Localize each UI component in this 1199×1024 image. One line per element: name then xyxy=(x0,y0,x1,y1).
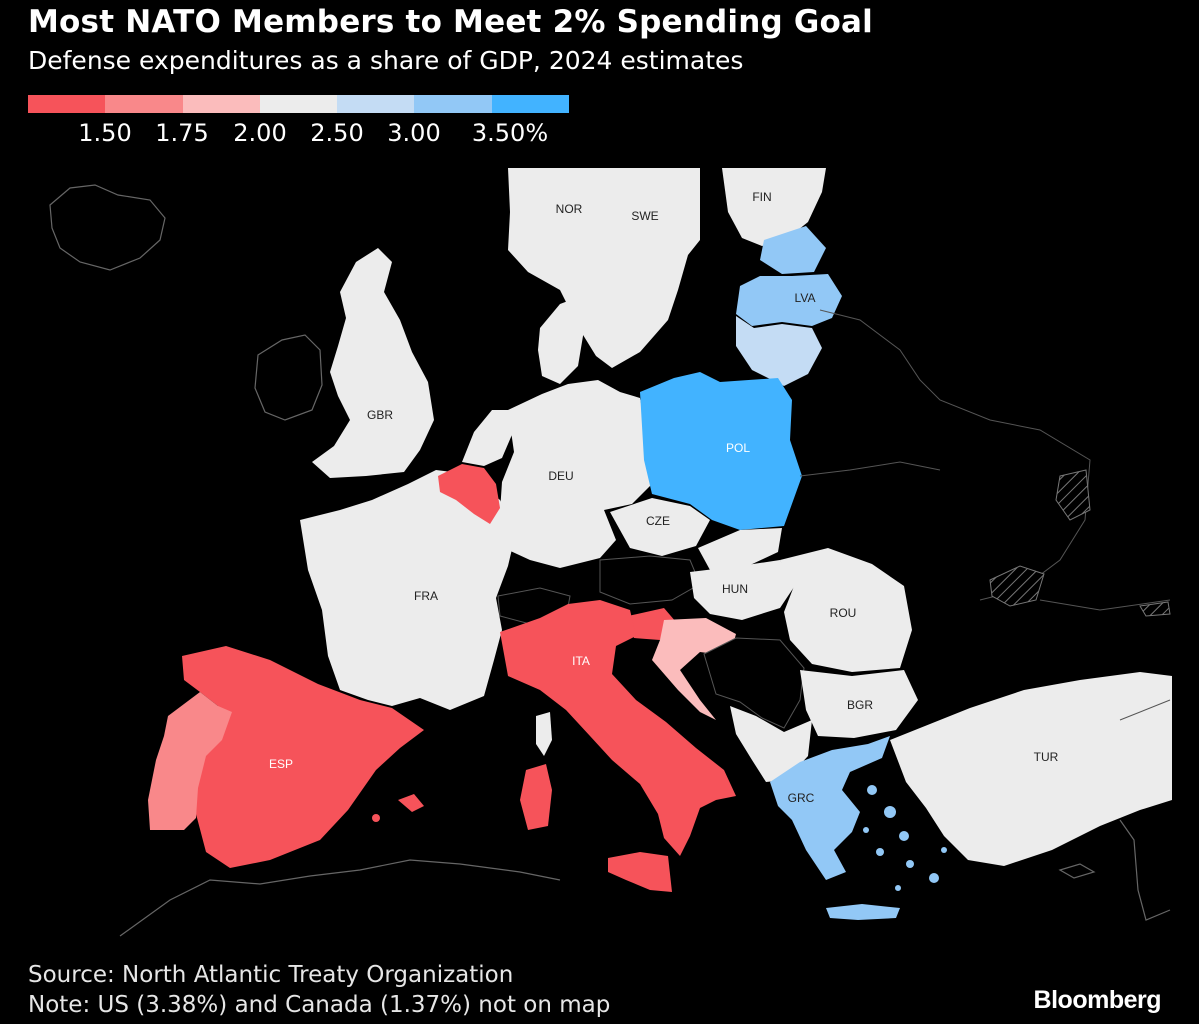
label-hun: HUN xyxy=(722,582,748,596)
country-bgr xyxy=(800,670,918,738)
country-prt xyxy=(148,692,232,830)
label-cze: CZE xyxy=(646,514,670,528)
country-cze xyxy=(610,498,710,556)
country-grc xyxy=(770,736,890,880)
country-rou xyxy=(780,548,912,672)
legend-swatch-1 xyxy=(28,95,106,113)
island-corsica xyxy=(536,712,552,756)
island-balearic xyxy=(398,794,424,812)
country-bel xyxy=(438,464,500,524)
iceland-outline xyxy=(49,184,166,271)
label-gbr: GBR xyxy=(367,408,393,422)
label-nor: NOR xyxy=(556,202,583,216)
legend-tick-6: 3.50% xyxy=(471,119,549,147)
country-hun xyxy=(690,560,796,620)
chart-title: Most NATO Members to Meet 2% Spending Go… xyxy=(28,4,873,40)
country-aut xyxy=(599,555,701,605)
legend-tick-1: 1.50 xyxy=(78,119,132,147)
europe-map: NOR SWE FIN LVA GBR POL DEU CZE FRA HUN … xyxy=(49,168,1172,937)
label-swe: SWE xyxy=(631,209,658,223)
country-tur xyxy=(890,672,1172,866)
legend-swatch-6 xyxy=(414,95,492,113)
legend-swatch-7 xyxy=(491,95,569,113)
cyprus-outline xyxy=(1058,863,1096,879)
label-rou: ROU xyxy=(830,606,857,620)
legend-ticks: 1.50 1.75 2.00 2.50 3.00 3.50% xyxy=(28,113,569,147)
label-lva: LVA xyxy=(795,291,816,305)
island-balearic-small xyxy=(372,814,380,822)
label-pol: POL xyxy=(726,441,750,455)
country-esp xyxy=(182,646,424,868)
ireland-outline xyxy=(254,334,323,421)
label-fra: FRA xyxy=(414,589,438,603)
country-fin xyxy=(722,168,826,246)
chart-subtitle: Defense expenditures as a share of GDP, … xyxy=(28,46,744,75)
country-svk xyxy=(698,528,782,570)
east-border-outlines xyxy=(799,309,1171,721)
legend-tick-3: 2.00 xyxy=(233,119,287,147)
country-bih-srb xyxy=(703,637,805,729)
country-gbr xyxy=(312,248,434,478)
country-nld xyxy=(462,410,514,466)
label-ita: ITA xyxy=(572,654,590,668)
legend-swatch-5 xyxy=(337,95,415,113)
country-est xyxy=(760,226,826,274)
island-crete xyxy=(826,904,900,920)
north-africa-coast xyxy=(119,859,561,937)
country-alb-mne-mkd xyxy=(730,706,812,782)
country-fra xyxy=(300,470,516,710)
disputed-donbas xyxy=(1055,469,1091,521)
label-grc: GRC xyxy=(788,791,815,805)
country-pol xyxy=(640,372,802,530)
levant-coast xyxy=(1119,819,1171,921)
label-bgr: BGR xyxy=(847,698,873,712)
country-deu xyxy=(500,380,652,568)
label-deu: DEU xyxy=(548,469,573,483)
disputed-east xyxy=(1139,601,1171,617)
legend-tick-5: 3.00 xyxy=(387,119,441,147)
aegean-islands xyxy=(863,785,947,891)
footnote: Note: US (3.38%) and Canada (1.37%) not … xyxy=(28,992,611,1018)
label-esp: ESP xyxy=(269,757,293,771)
legend-swatch-4 xyxy=(259,95,338,113)
country-ltu xyxy=(736,316,822,386)
legend-tick-2: 1.75 xyxy=(155,119,209,147)
legend-color-bar xyxy=(28,95,569,113)
country-hrv xyxy=(652,618,736,720)
label-fin: FIN xyxy=(752,190,771,204)
island-sicily xyxy=(608,852,672,892)
bloomberg-logo: Bloomberg xyxy=(1033,986,1162,1014)
color-legend: 1.50 1.75 2.00 2.50 3.00 3.50% xyxy=(28,95,569,147)
legend-swatch-2 xyxy=(105,95,183,113)
country-dnk xyxy=(538,298,584,384)
disputed-crimea xyxy=(989,565,1045,607)
label-tur: TUR xyxy=(1034,750,1059,764)
country-ita xyxy=(500,600,736,856)
legend-tick-4: 2.50 xyxy=(310,119,364,147)
source-note: Source: North Atlantic Treaty Organizati… xyxy=(28,962,514,988)
country-lva xyxy=(736,274,842,326)
country-nor-swe xyxy=(508,168,700,368)
island-sardinia xyxy=(520,764,552,830)
legend-swatch-3 xyxy=(182,95,260,113)
